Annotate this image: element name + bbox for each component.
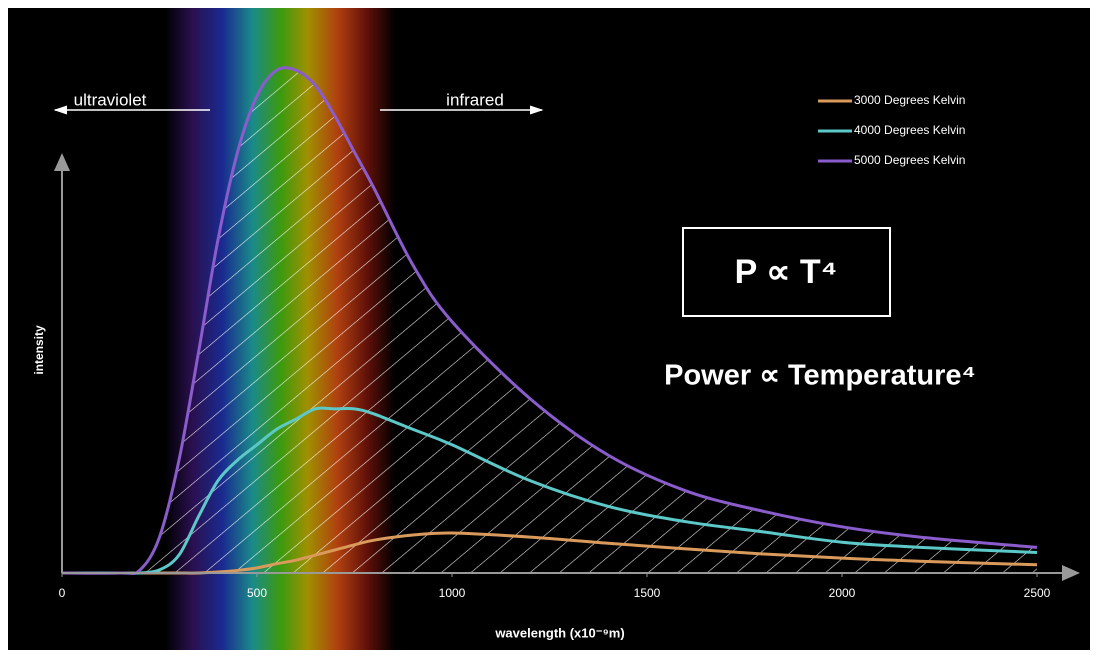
series-line [61, 66, 1038, 576]
hatched-area [62, 67, 1037, 574]
legend-label: 4000 Degrees Kelvin [854, 123, 965, 137]
x-tick-label: 500 [247, 586, 267, 600]
x-tick-label: 1000 [439, 586, 466, 600]
annotation: ultraviolet [74, 90, 147, 109]
series-line [61, 406, 1038, 575]
formula: P ∝ T⁴ [735, 253, 838, 291]
legend-label: 3000 Degrees Kelvin [854, 93, 965, 107]
x-tick-label: 2500 [1024, 586, 1051, 600]
y-axis-label: intensity [32, 325, 46, 375]
formula-words: Power ∝ Temperature⁴ [664, 360, 976, 392]
x-tick-label: 1500 [634, 586, 661, 600]
formula-box [682, 227, 891, 317]
legend-label: 5000 Degrees Kelvin [854, 153, 965, 167]
x-tick-label: 2000 [829, 586, 856, 600]
x-axis-label: wavelength (x10⁻⁹m) [494, 625, 624, 640]
annotation: infrared [446, 90, 504, 109]
x-tick-label: 0 [59, 586, 66, 600]
